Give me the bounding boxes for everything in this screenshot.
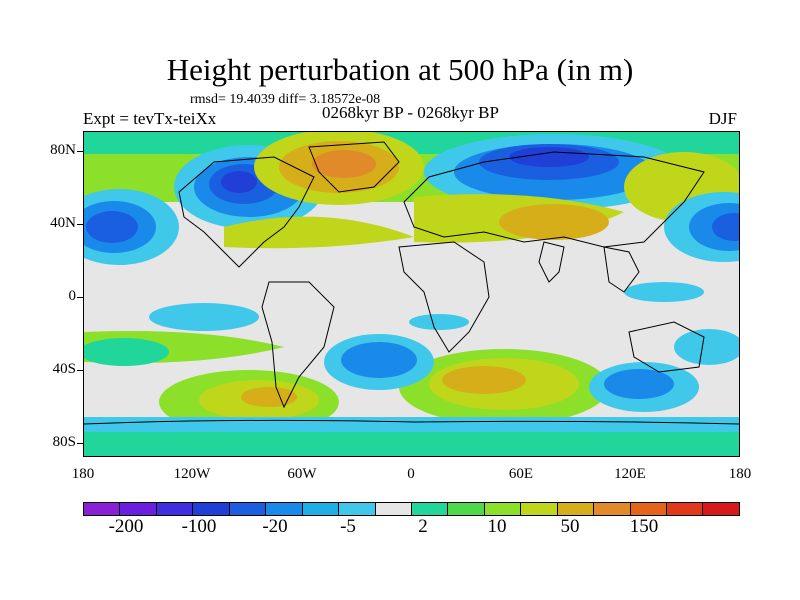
season-label: DJF <box>708 109 737 128</box>
colorbar-cell <box>156 503 194 515</box>
colorbar-cell <box>484 503 522 515</box>
map-panel <box>83 131 740 457</box>
colorbar-cell <box>594 503 631 515</box>
colorbar-label: -200 <box>108 516 144 537</box>
x-tick-label: 120W <box>173 466 211 482</box>
y-tick-mark <box>77 297 83 298</box>
y-tick-label: 0 <box>68 288 77 304</box>
contour-fills <box>84 132 739 456</box>
colorbar-label: 2 <box>418 516 428 537</box>
colorbar-cell <box>229 503 267 515</box>
colorbar-cell <box>120 503 157 515</box>
map-title: Height perturbation at 500 hPa (in m) <box>166 52 634 87</box>
y-tick-label: 40S <box>52 361 76 377</box>
period-label: 0268kyr BP - 0268kyr BP <box>322 103 499 122</box>
experiment-label: Expt = tevTx-teiXx <box>83 109 217 128</box>
colorbar-cell <box>375 503 412 515</box>
colorbar-label: 150 <box>629 516 659 537</box>
colorbar-cell <box>667 503 704 515</box>
contour-map <box>84 132 739 456</box>
colorbar-cell <box>193 503 230 515</box>
colorbar-cell <box>339 503 376 515</box>
colorbar-label: -20 <box>262 516 288 537</box>
colorbar-label: -5 <box>340 516 356 537</box>
colorbar <box>83 502 740 516</box>
y-tick-label: 80N <box>50 142 76 158</box>
colorbar-cell <box>411 503 449 515</box>
colorbar-cell <box>557 503 595 515</box>
colorbar-cell <box>630 503 667 515</box>
coastlines <box>84 141 739 425</box>
y-tick-mark <box>77 151 83 152</box>
y-tick-mark <box>77 443 83 444</box>
colorbar-cell <box>448 503 485 515</box>
colorbar-cell <box>703 503 739 515</box>
x-tick-label: 60W <box>287 466 317 482</box>
x-tick-label: 0 <box>407 466 415 482</box>
colorbar-label: -100 <box>181 516 217 537</box>
colorbar-label: 50 <box>560 516 580 537</box>
y-tick-label: 40N <box>50 215 76 231</box>
x-tick-label: 60E <box>508 466 534 482</box>
x-tick-label: 180 <box>728 466 752 482</box>
colorbar-cell <box>266 503 303 515</box>
colorbar-cell <box>302 503 340 515</box>
colorbar-label: 10 <box>487 516 507 537</box>
x-tick-label: 180 <box>71 466 95 482</box>
colorbar-cell <box>84 503 121 515</box>
colorbar-cell <box>521 503 558 515</box>
y-tick-label: 80S <box>52 434 76 450</box>
y-tick-mark <box>77 370 83 371</box>
y-tick-mark <box>77 224 83 225</box>
stats-subtitle: rmsd= 19.4039 diff= 3.18572e-08 <box>190 92 381 107</box>
x-tick-label: 120E <box>614 466 646 482</box>
